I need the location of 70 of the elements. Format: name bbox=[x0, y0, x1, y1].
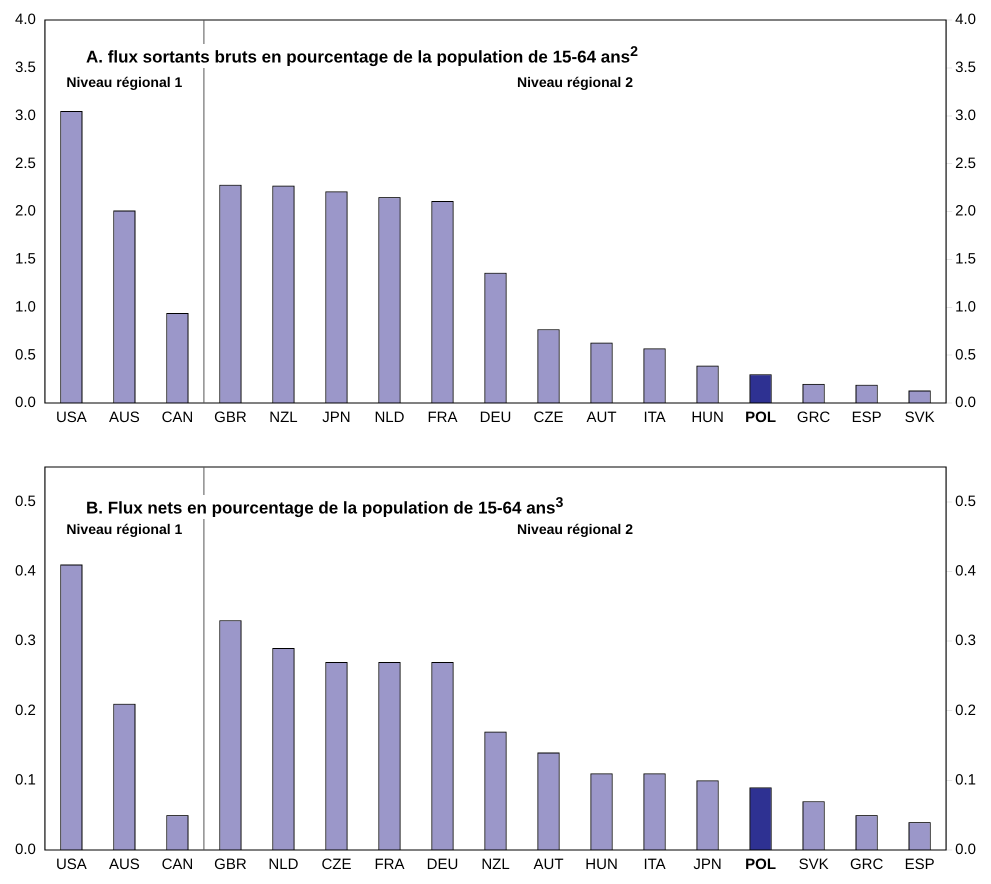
y-tick-label: 4.0 bbox=[14, 11, 36, 28]
y2-tick-label: 0.4 bbox=[955, 562, 976, 580]
y2-tick-label: 0.3 bbox=[955, 632, 976, 650]
annotation: Niveau régional 2 bbox=[517, 74, 634, 90]
x-tick-label: NLD bbox=[374, 409, 405, 426]
x-tick-label: CAN bbox=[162, 856, 194, 874]
x-tick-label: FRA bbox=[427, 409, 458, 426]
y2-tick-label: 3.0 bbox=[955, 106, 976, 124]
annotation: Niveau régional 1 bbox=[66, 74, 183, 90]
y2-tick-label: 1.5 bbox=[955, 250, 976, 268]
y2-tick-label: 0.5 bbox=[955, 346, 976, 364]
y2-tick-label: 0.2 bbox=[955, 702, 976, 719]
x-tick-label: USA bbox=[56, 856, 87, 874]
x-tick-label: AUS bbox=[108, 409, 140, 426]
x-tick-label: CAN bbox=[162, 409, 194, 426]
y-tick-label: 1.0 bbox=[14, 298, 36, 316]
y-tick-label: 3.0 bbox=[14, 106, 36, 124]
text: A. flux sortants bruts en pourcentage de la population de 15-64 ans$^{2}$ bbox=[86, 44, 638, 68]
y2-tick-label: 4.0 bbox=[955, 11, 976, 28]
x-tick-label: JPN bbox=[322, 409, 351, 426]
x-tick-label: CZE bbox=[534, 409, 564, 426]
x-tick-label: DEU bbox=[426, 856, 458, 874]
y-tick-label: 0.5 bbox=[14, 346, 36, 364]
annotation: Niveau régional 2 bbox=[517, 520, 634, 537]
x-tick-label: JPN bbox=[693, 856, 722, 874]
y-tick-label: 0.2 bbox=[14, 702, 36, 719]
y-tick-label: 0.1 bbox=[14, 772, 36, 789]
x-tick-label: ITA bbox=[643, 856, 666, 874]
x-tick-label: HUN bbox=[585, 856, 618, 874]
y-tick-label: 0.4 bbox=[14, 562, 36, 580]
x-tick-label: NZL bbox=[269, 409, 298, 426]
y-tick-label: 3.5 bbox=[14, 59, 36, 76]
x-tick-label: ITA bbox=[643, 409, 666, 426]
y2-tick-label: 0.0 bbox=[955, 841, 976, 858]
x-tick-label: POL bbox=[745, 856, 776, 874]
x-tick-label: AUS bbox=[108, 856, 140, 874]
x-tick-label: FRA bbox=[374, 856, 404, 874]
y2-tick-label: 1.0 bbox=[955, 298, 976, 316]
x-tick-label: SVK bbox=[904, 409, 935, 426]
annotation: Niveau régional 1 bbox=[66, 520, 183, 537]
x-tick-label: SVK bbox=[798, 856, 829, 874]
y2-tick-label: 2.5 bbox=[955, 154, 976, 172]
x-tick-label: AUT bbox=[534, 856, 564, 874]
y2-tick-label: 0.1 bbox=[955, 772, 976, 789]
x-tick-label: POL bbox=[745, 409, 776, 426]
text: B. Flux nets en pourcentage de la population de 15-64 ans$^{3}$ bbox=[86, 495, 564, 519]
x-tick-label: ESP bbox=[852, 409, 882, 426]
x-tick-label: GBR bbox=[214, 856, 247, 874]
x-tick-label: GRC bbox=[850, 856, 884, 874]
y-tick-label: 2.0 bbox=[14, 202, 36, 220]
y2-tick-label: 0.5 bbox=[955, 492, 976, 510]
x-tick-label: NLD bbox=[268, 856, 299, 874]
x-tick-label: ESP bbox=[904, 856, 935, 874]
y-tick-label: 0.5 bbox=[14, 492, 36, 510]
x-tick-label: GBR bbox=[214, 409, 247, 426]
y-tick-label: 0.3 bbox=[14, 632, 36, 650]
y2-tick-label: 2.0 bbox=[955, 202, 976, 220]
x-tick-label: CZE bbox=[321, 856, 352, 874]
y-tick-label: 1.5 bbox=[14, 250, 36, 268]
x-tick-label: AUT bbox=[586, 409, 617, 426]
y-tick-label: 0.0 bbox=[14, 394, 36, 412]
x-tick-label: HUN bbox=[691, 409, 724, 426]
x-tick-label: GRC bbox=[796, 409, 830, 426]
y2-tick-label: 3.5 bbox=[955, 59, 976, 76]
y-tick-label: 0.0 bbox=[14, 841, 36, 858]
x-tick-label: USA bbox=[56, 409, 87, 426]
x-tick-label: DEU bbox=[480, 409, 512, 426]
y-tick-label: 2.5 bbox=[14, 154, 36, 172]
x-tick-label: NZL bbox=[481, 856, 510, 874]
y2-tick-label: 0.0 bbox=[955, 394, 976, 412]
